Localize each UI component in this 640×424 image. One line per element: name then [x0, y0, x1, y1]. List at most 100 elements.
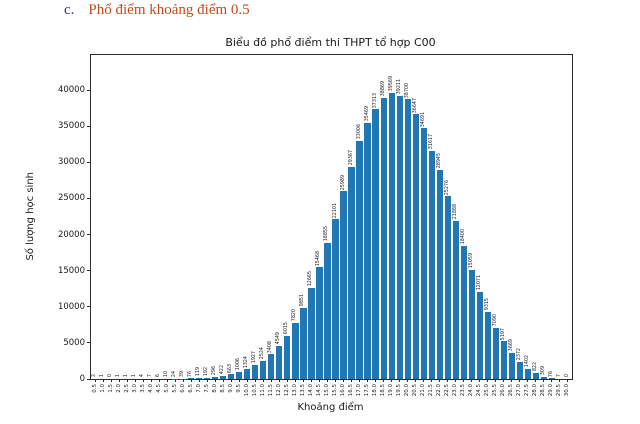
bar-value-label: 36647	[412, 97, 418, 113]
x-tick-label: 25.0	[484, 384, 491, 397]
x-tick-mark	[310, 379, 312, 382]
x-tick-mark	[270, 379, 272, 382]
x-tick-label: 21.0	[420, 384, 427, 397]
x-tick-mark	[166, 379, 168, 382]
y-tick-label: 30000	[57, 157, 85, 168]
x-tick-label: 29.0	[548, 384, 555, 397]
bar-value-label: 25276	[444, 179, 450, 195]
y-tick-mark	[87, 306, 91, 308]
x-tick-label: 18.0	[372, 384, 379, 397]
y-tick-mark	[87, 197, 91, 199]
bar-value-label: 33006	[356, 123, 362, 140]
bar-value-label: 0	[564, 374, 570, 378]
x-tick-mark	[535, 379, 537, 382]
x-tick-label: 9.5	[235, 384, 242, 393]
x-tick-label: 17.0	[356, 384, 363, 397]
x-tick-label: 18.5	[380, 384, 387, 397]
bar-value-label: 15059	[468, 253, 474, 269]
bar-value-label: 2524	[260, 347, 266, 360]
y-tick-label: 0	[79, 374, 85, 384]
x-tick-label: 12.0	[275, 384, 282, 397]
y-axis-label-wrap: Số lượng học sinh	[22, 54, 38, 378]
x-tick-mark	[439, 379, 441, 382]
x-tick-mark	[326, 379, 328, 382]
x-tick-mark	[551, 379, 553, 382]
x-tick-mark	[182, 379, 184, 382]
bar	[196, 378, 203, 379]
x-tick-label: 19.0	[388, 384, 395, 397]
bar-value-label: 296	[212, 366, 218, 376]
x-tick-mark	[318, 379, 320, 382]
x-tick-label: 7.0	[195, 384, 202, 393]
bar-value-label: 1927	[252, 351, 258, 364]
bar	[428, 150, 435, 379]
x-tick-mark	[359, 379, 361, 382]
bar-value-label: 7	[148, 374, 154, 378]
x-tick-label: 13.0	[291, 384, 298, 397]
x-tick-label: 9.0	[227, 384, 234, 393]
x-tick-mark	[519, 379, 521, 382]
bar	[324, 242, 331, 379]
x-tick-mark	[487, 379, 489, 382]
x-tick-label: 2.5	[123, 384, 130, 393]
x-tick-label: 22.5	[444, 384, 451, 397]
x-tick-mark	[190, 379, 192, 382]
y-tick-mark	[87, 89, 91, 91]
bar-value-label: 6	[156, 374, 162, 378]
bar-value-label: 12071	[476, 275, 482, 291]
x-tick-label: 8.5	[219, 384, 226, 393]
y-tick-label: 10000	[57, 301, 85, 312]
bar-value-label: 39	[180, 371, 186, 378]
bar	[268, 354, 275, 379]
x-tick-label: 19.5	[396, 384, 403, 397]
bar-value-label: 9851	[300, 294, 306, 307]
x-tick-label: 4.0	[147, 384, 154, 393]
bar-value-label: 9315	[484, 298, 490, 311]
x-tick-mark	[463, 379, 465, 382]
bar-value-label: 5197	[500, 327, 506, 340]
y-tick-label: 35000	[57, 121, 85, 132]
x-tick-label: 6.0	[179, 384, 186, 393]
x-tick-mark	[391, 379, 393, 382]
x-tick-mark	[174, 379, 176, 382]
bar	[220, 375, 227, 379]
bar	[332, 219, 339, 379]
bar	[532, 373, 539, 379]
x-tick-mark	[102, 379, 104, 382]
x-tick-label: 16.0	[340, 384, 347, 397]
x-tick-mark	[471, 379, 473, 382]
plot-area: 0 5000 10000 15000 20000 25000 30000 35000 40000…	[58, 54, 573, 396]
x-tick-mark	[455, 379, 457, 382]
bar	[380, 98, 387, 379]
x-tick-mark	[367, 379, 369, 382]
x-tick-label: 10.5	[251, 384, 258, 397]
bar	[396, 95, 403, 379]
x-tick-mark	[375, 379, 377, 382]
bar	[508, 352, 515, 379]
x-tick-mark	[343, 379, 345, 382]
x-tick-label: 26.0	[500, 384, 507, 397]
x-tick-mark	[559, 379, 561, 382]
bar	[260, 360, 267, 379]
bar-value-label: 15468	[316, 250, 322, 266]
x-tick-mark	[222, 379, 224, 382]
y-tick-label: 20000	[57, 229, 85, 240]
x-tick-mark	[543, 379, 545, 382]
x-tick-mark	[503, 379, 505, 382]
bar	[276, 346, 283, 379]
x-tick-label: 16.5	[348, 384, 355, 397]
x-tick-mark	[262, 379, 264, 382]
bar	[236, 371, 243, 379]
x-tick-label: 15.5	[332, 384, 338, 397]
bar-value-label: 1324	[244, 355, 250, 368]
bar	[356, 140, 363, 379]
bar-value-label: 6015	[284, 321, 290, 335]
bar	[292, 322, 299, 379]
bar	[420, 128, 427, 379]
bar	[484, 311, 491, 379]
x-tick-mark	[110, 379, 112, 382]
x-tick-label: 0.5	[91, 384, 98, 393]
x-tick-mark	[278, 379, 280, 382]
bar-value-label: 4	[140, 374, 146, 378]
